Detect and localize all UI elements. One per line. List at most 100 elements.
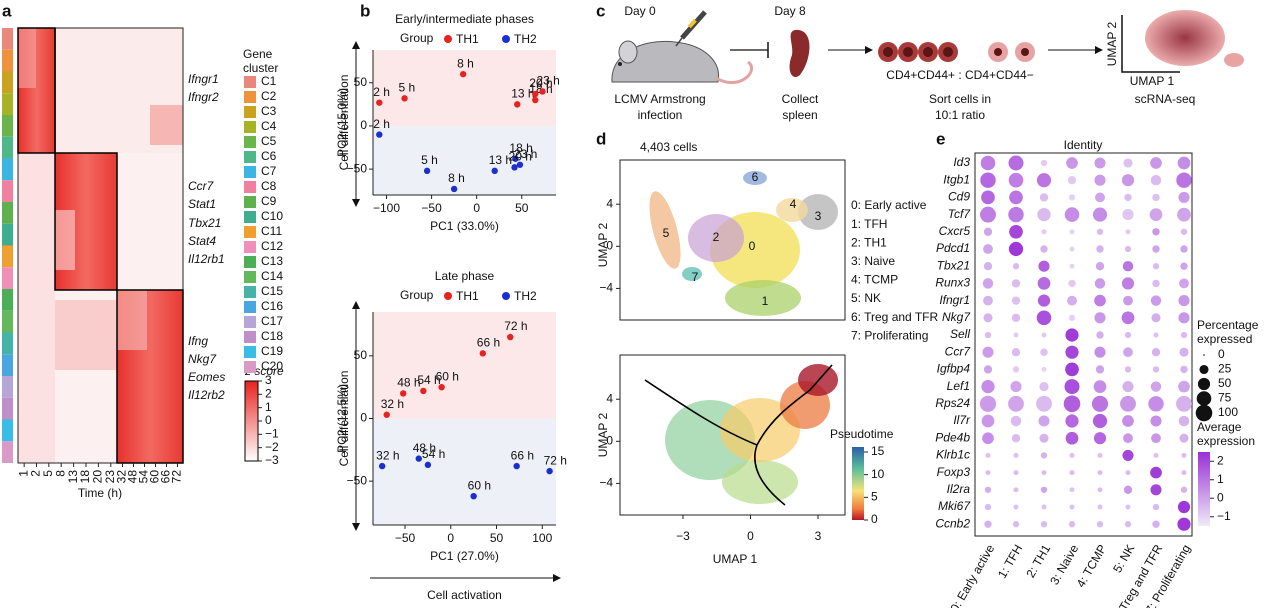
point-label: 8 h (457, 56, 474, 70)
cluster-cloud (776, 198, 808, 222)
label: infection (638, 108, 683, 122)
point (546, 467, 553, 475)
colorbar-tick-label: 3 (265, 373, 272, 387)
colorbar-tick-label: 2 (265, 387, 272, 401)
annotation: Cell differentiation (337, 371, 351, 467)
legend-title: cluster (243, 61, 278, 75)
x-tick-label: 20 (91, 470, 105, 484)
cluster-strip (2, 289, 13, 311)
legend-swatch (244, 91, 256, 103)
point-label: 60 h (468, 478, 491, 492)
legend-swatch (244, 136, 256, 148)
point-label: 20 h (509, 150, 532, 164)
cluster-label: 4 (790, 197, 797, 211)
dot (1125, 229, 1131, 235)
dot (1038, 260, 1050, 272)
x-tick-label: 32 (115, 470, 129, 484)
x-tick-label: 2 (29, 470, 43, 477)
colorbar-tick-label: 10 (871, 467, 885, 481)
legend-swatch (244, 211, 256, 223)
gene-label: Nkg7 (188, 352, 217, 366)
chart-title: Late phase (435, 269, 495, 283)
dot (1180, 228, 1188, 235)
point-label: 13 h (511, 87, 534, 101)
legend-dot (1195, 404, 1213, 422)
point (512, 155, 519, 162)
dot (1011, 313, 1021, 322)
dot (982, 346, 994, 358)
legend-dot (1197, 377, 1211, 391)
dot (1152, 279, 1160, 288)
dot (1123, 485, 1133, 494)
gene-label: Itgb1 (943, 172, 970, 186)
point (378, 462, 386, 470)
x-tick-label: 13 (66, 470, 80, 484)
legend-swatch (244, 166, 256, 178)
point (513, 462, 520, 470)
gene-label: Foxp3 (937, 465, 971, 479)
point (532, 96, 539, 104)
cluster-strip (2, 267, 13, 289)
y-tick-label: 50 (354, 75, 368, 89)
umap-top (619, 159, 846, 321)
mouse-ear (618, 40, 638, 64)
spleen (789, 29, 810, 78)
point (420, 387, 427, 395)
legend-label: C4 (261, 119, 277, 133)
cluster-strip (2, 49, 13, 72)
dot (1036, 395, 1052, 412)
dot (1008, 172, 1024, 188)
gene-label: Ifng (188, 334, 208, 348)
legend-label: TH2 (514, 289, 537, 303)
x-tick-label: 54 (137, 470, 151, 484)
cluster-cloud (743, 171, 767, 185)
dot (1097, 470, 1103, 476)
x-tick-label: 1: TFH (995, 542, 1025, 581)
legend-marker (502, 292, 510, 300)
dot (1122, 449, 1134, 461)
gene-label: Eomes (188, 370, 225, 384)
heatmap-cell (55, 300, 117, 370)
y-tick-label: −50 (347, 473, 368, 487)
gene-label: Ifngr1 (188, 72, 219, 86)
legend-label: 6: Treg and TFR (851, 310, 938, 324)
x-tick-label: 0: Early active (948, 542, 998, 608)
legend-label: TH1 (456, 32, 479, 46)
dot (1180, 262, 1188, 270)
legend-title: Average (1197, 420, 1242, 434)
y-tick-label: −50 (347, 161, 368, 175)
dot (1067, 295, 1077, 306)
dot (1037, 294, 1051, 307)
axis-label: Time (h) (78, 486, 122, 500)
dot (1177, 207, 1191, 222)
trajectory (754, 444, 786, 506)
dot (1068, 194, 1076, 201)
x-tick-label: 0 (747, 529, 754, 543)
legend-label: TH2 (514, 32, 537, 46)
dot (1040, 486, 1048, 493)
x-tick-label: 1 (16, 470, 30, 477)
dot (980, 155, 996, 171)
x-tick-label: 2: TH1 (1023, 542, 1053, 580)
dot (1066, 157, 1078, 169)
cluster-cloud (725, 280, 801, 316)
dot (1124, 366, 1132, 373)
point-label: 23 h (514, 147, 537, 161)
point-label: 48 h (397, 376, 420, 390)
point (383, 411, 390, 418)
dot (1095, 192, 1105, 203)
umap-bottom (619, 354, 846, 516)
legend-swatch (244, 121, 256, 133)
legend-swatch (244, 331, 256, 343)
region-shade (373, 125, 556, 195)
cluster-strip (2, 28, 13, 50)
legend-label: C2 (261, 89, 277, 103)
point (438, 383, 445, 391)
legend-swatch (244, 196, 256, 208)
x-tick-label: 0 (447, 531, 454, 545)
point (399, 390, 407, 397)
dot (1013, 504, 1019, 510)
point (516, 161, 524, 168)
dot (1151, 313, 1161, 323)
